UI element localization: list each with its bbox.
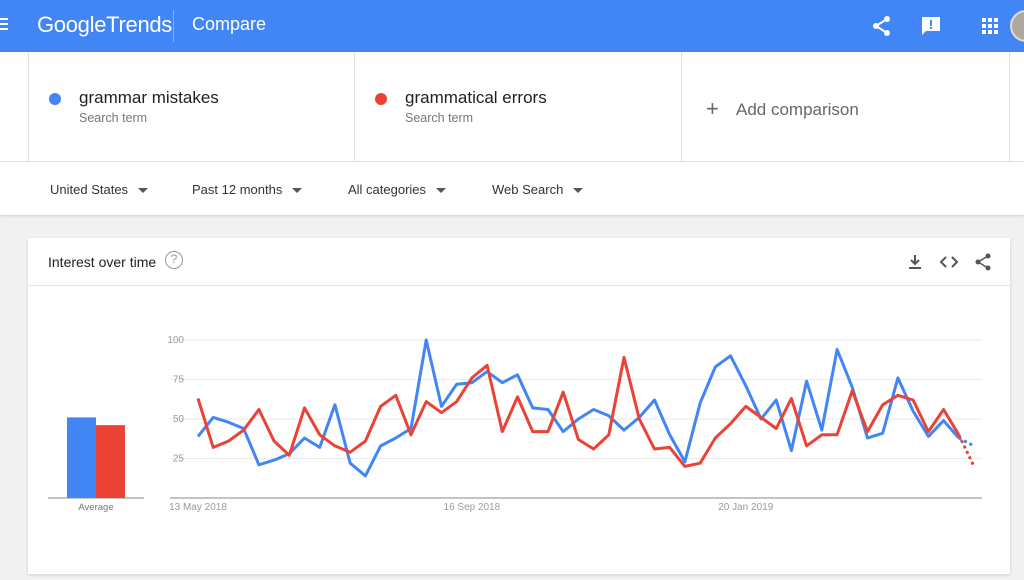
- chevron-down-icon: [292, 188, 303, 194]
- page-title: Compare: [192, 14, 267, 34]
- term-1-name: grammar mistakes: [79, 88, 219, 107]
- plus-icon: +: [706, 96, 719, 121]
- chevron-down-icon: [138, 188, 149, 194]
- share-icon[interactable]: [973, 252, 993, 272]
- term-2-color-dot: [375, 93, 387, 105]
- y-tick-label: 25: [173, 454, 185, 465]
- search-type-dropdown[interactable]: Web Search: [492, 182, 584, 197]
- term-1-subtitle: Search term: [79, 111, 148, 125]
- y-tick-label: 50: [173, 414, 185, 425]
- share-icon[interactable]: [870, 14, 894, 38]
- add-comparison-button[interactable]: + Add comparison: [682, 52, 1010, 162]
- time-range-value: Past 12 months: [192, 182, 283, 197]
- embed-icon[interactable]: [939, 252, 959, 272]
- term-1-color-dot: [49, 93, 61, 105]
- x-tick-label: 16 Sep 2018: [444, 502, 501, 513]
- region-dropdown[interactable]: United States: [50, 182, 149, 197]
- apps-icon[interactable]: [978, 14, 1002, 38]
- filters-bar: United States Past 12 months All categor…: [0, 162, 1024, 216]
- download-icon[interactable]: [905, 252, 925, 272]
- avatar[interactable]: [1010, 10, 1024, 42]
- series-line-1: [196, 338, 960, 478]
- term-2-name: grammatical errors: [405, 88, 547, 107]
- card-header: Interest over time ?: [28, 238, 1010, 286]
- logo-google-text: Google: [37, 12, 107, 37]
- term-card-2[interactable]: grammatical errors Search term: [355, 52, 682, 162]
- average-bar: [96, 425, 125, 498]
- header-divider: [173, 10, 174, 42]
- feedback-icon[interactable]: [919, 14, 943, 38]
- hamburger-icon[interactable]: [0, 15, 12, 35]
- y-tick-label: 75: [173, 375, 185, 386]
- top-app-bar: GoogleTrends Compare: [0, 0, 1024, 52]
- chevron-down-icon: [573, 188, 584, 194]
- search-terms-row: grammar mistakes Search term grammatical…: [0, 52, 1024, 162]
- search-type-value: Web Search: [492, 182, 564, 197]
- category-value: All categories: [348, 182, 427, 197]
- category-dropdown[interactable]: All categories: [348, 182, 447, 197]
- add-comparison-label: Add comparison: [736, 100, 859, 119]
- x-tick-label: 13 May 2018: [169, 502, 227, 513]
- y-tick-label: 100: [167, 335, 184, 346]
- average-label: Average: [78, 502, 113, 513]
- interest-chart: 100 75 50 25 13 May 2018 16 Sep 2018 20 Jan 20…: [48, 335, 982, 513]
- time-range-dropdown[interactable]: Past 12 months: [192, 182, 303, 197]
- series-partial-line-1: [958, 436, 975, 448]
- logo-trends-text: Trends: [106, 12, 173, 37]
- term-card-1[interactable]: grammar mistakes Search term: [28, 52, 355, 162]
- average-bar: [67, 417, 96, 498]
- region-value: United States: [50, 182, 129, 197]
- x-tick-label: 20 Jan 2019: [718, 502, 773, 513]
- help-icon[interactable]: ?: [165, 251, 183, 269]
- interest-over-time-card: Interest over time ? 100 75 50 25 13 May 201…: [28, 238, 1010, 574]
- chevron-down-icon: [436, 188, 447, 194]
- series-line-2: [196, 355, 961, 468]
- card-title: Interest over time: [48, 254, 157, 270]
- google-trends-logo[interactable]: GoogleTrends: [37, 12, 172, 38]
- term-2-subtitle: Search term: [405, 111, 474, 125]
